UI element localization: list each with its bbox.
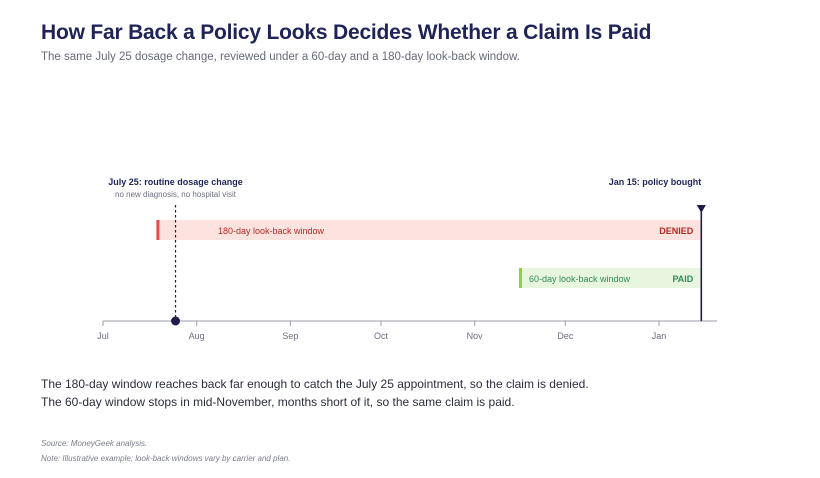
- summary-line-60: The 60-day window stops in mid-November,…: [41, 395, 515, 409]
- x-tick-label-jul: Jul: [97, 331, 109, 341]
- source-note: Source: MoneyGeek analysis.: [41, 439, 148, 448]
- summary-text: The 180-day window reaches back far enou…: [41, 375, 589, 411]
- window-bar-denied: [157, 220, 702, 240]
- window-start-edge-paid: [519, 268, 522, 288]
- x-tick-label-aug: Aug: [189, 331, 205, 341]
- window-bar-paid: [520, 268, 702, 288]
- summary-line-180: The 180-day window reaches back far enou…: [41, 377, 589, 391]
- x-tick-label-dec: Dec: [557, 331, 574, 341]
- x-tick-label-oct: Oct: [374, 331, 389, 341]
- window-label-denied: 180-day look-back window: [218, 226, 325, 236]
- dosage-change-sublabel: no new diagnosis, no hospital visit: [115, 190, 237, 199]
- x-tick-label-sep: Sep: [282, 331, 298, 341]
- chart-title: How Far Back a Policy Looks Decides Whet…: [41, 21, 652, 44]
- window-start-edge-denied: [156, 220, 160, 240]
- window-label-paid: 60-day look-back window: [529, 274, 631, 284]
- x-tick-label-nov: Nov: [467, 331, 484, 341]
- policy-bought-label: Jan 15: policy bought: [609, 177, 702, 187]
- illustrative-note: Note: Illustrative example; look-back wi…: [41, 454, 291, 463]
- chart-subtitle: The same July 25 dosage change, reviewed…: [41, 51, 520, 63]
- dosage-change-label: July 25: routine dosage change: [108, 177, 243, 187]
- window-outcome-paid: PAID: [672, 274, 693, 284]
- x-tick-label-jan: Jan: [652, 331, 667, 341]
- window-outcome-denied: DENIED: [659, 226, 694, 236]
- policy-bought-triangle-icon: [696, 205, 706, 213]
- timeline-chart: Jul Aug Sep Oct Nov Dec Jan 180-day look-back w…: [97, 177, 717, 341]
- footnotes: Source: MoneyGeek analysis. Note: Illust…: [41, 436, 290, 466]
- dosage-change-dot: [171, 316, 181, 326]
